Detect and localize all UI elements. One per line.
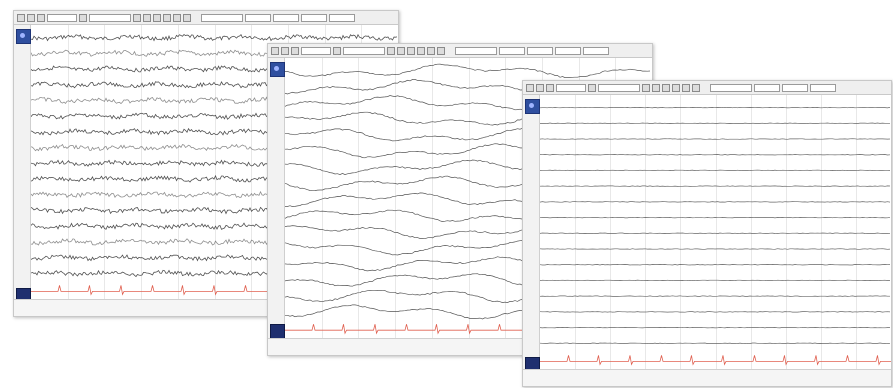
filter-icon[interactable] (672, 83, 680, 92)
zoom-in-icon[interactable] (642, 83, 650, 92)
zoom-out-icon[interactable] (397, 46, 405, 55)
notch-select[interactable] (583, 46, 609, 55)
prev-page-icon[interactable] (271, 46, 279, 55)
toolbar (268, 44, 652, 58)
sensitivity-select[interactable] (710, 83, 752, 92)
sensitivity-icon[interactable] (173, 13, 181, 22)
filter-select[interactable] (273, 13, 299, 22)
toolbar (14, 11, 398, 25)
app-logo-icon (525, 99, 540, 114)
channel-labels (268, 58, 285, 340)
montage-icon[interactable] (662, 83, 670, 92)
time-field[interactable] (556, 83, 586, 92)
eeg-channel-trace (540, 295, 890, 297)
stop-icon[interactable] (79, 13, 87, 22)
time-field[interactable] (301, 46, 331, 55)
zoom-in-icon[interactable] (133, 13, 141, 22)
print-icon[interactable] (692, 83, 700, 92)
notch-select[interactable] (329, 13, 355, 22)
play-icon[interactable] (291, 46, 299, 55)
montage-icon[interactable] (153, 13, 161, 22)
eeg-traces (540, 95, 891, 370)
zoom-in-icon[interactable] (387, 46, 395, 55)
stop-icon[interactable] (588, 83, 596, 92)
zoom-out-icon[interactable] (652, 83, 660, 92)
eeg-channel-trace (540, 154, 891, 156)
app-logo-icon (16, 29, 31, 44)
sensitivity-icon[interactable] (682, 83, 690, 92)
eeg-channel-trace (31, 33, 398, 42)
montage-icon[interactable] (407, 46, 415, 55)
hf-select[interactable] (555, 46, 581, 55)
filter-select[interactable] (782, 83, 808, 92)
app-logo-icon (270, 62, 285, 77)
next-page-icon[interactable] (281, 46, 289, 55)
eeg-channel-trace (285, 63, 651, 78)
play-icon[interactable] (37, 13, 45, 22)
eeg-channel-trace (540, 122, 890, 124)
eeg-channel-trace (540, 311, 891, 313)
eeg-channel-trace (540, 106, 891, 109)
eeg-channel-trace (540, 264, 891, 266)
next-page-icon[interactable] (27, 13, 35, 22)
toolbar (523, 81, 891, 95)
play-icon[interactable] (546, 83, 554, 92)
montage-select[interactable] (89, 13, 131, 22)
sensitivity-icon[interactable] (427, 46, 435, 55)
time-field[interactable] (47, 13, 77, 22)
stop-icon[interactable] (333, 46, 341, 55)
channel-labels (14, 25, 31, 304)
speed-select[interactable] (499, 46, 525, 55)
eeg-channel-trace (540, 248, 891, 250)
speed-select[interactable] (754, 83, 780, 92)
next-page-icon[interactable] (536, 83, 544, 92)
prev-page-icon[interactable] (17, 13, 25, 22)
eeg-channel-trace (540, 342, 891, 344)
montage-select[interactable] (598, 83, 640, 92)
eeg-channel-trace (540, 216, 891, 219)
hf-select[interactable] (810, 83, 836, 92)
eeg-channel-trace (540, 279, 891, 282)
eeg-channel-trace (540, 326, 891, 329)
eeg-channel-trace (540, 201, 891, 203)
filter-icon[interactable] (417, 46, 425, 55)
filter-select[interactable] (527, 46, 553, 55)
ecg-trace (540, 355, 891, 366)
eeg-channel-trace (540, 138, 891, 140)
eeg-window-3[interactable] (522, 80, 892, 387)
hf-select[interactable] (301, 13, 327, 22)
sensitivity-select[interactable] (455, 46, 497, 55)
sensitivity-select[interactable] (201, 13, 243, 22)
zoom-out-icon[interactable] (143, 13, 151, 22)
prev-page-icon[interactable] (526, 83, 534, 92)
filter-icon[interactable] (163, 13, 171, 22)
montage-select[interactable] (343, 46, 385, 55)
status-bar (523, 369, 891, 386)
channel-labels (523, 95, 540, 373)
print-icon[interactable] (183, 13, 191, 22)
speed-select[interactable] (245, 13, 271, 22)
eeg-plot[interactable] (540, 95, 891, 370)
print-icon[interactable] (437, 46, 445, 55)
eeg-channel-trace (540, 232, 891, 234)
eeg-channel-trace (540, 169, 891, 172)
eeg-channel-trace (540, 185, 891, 187)
